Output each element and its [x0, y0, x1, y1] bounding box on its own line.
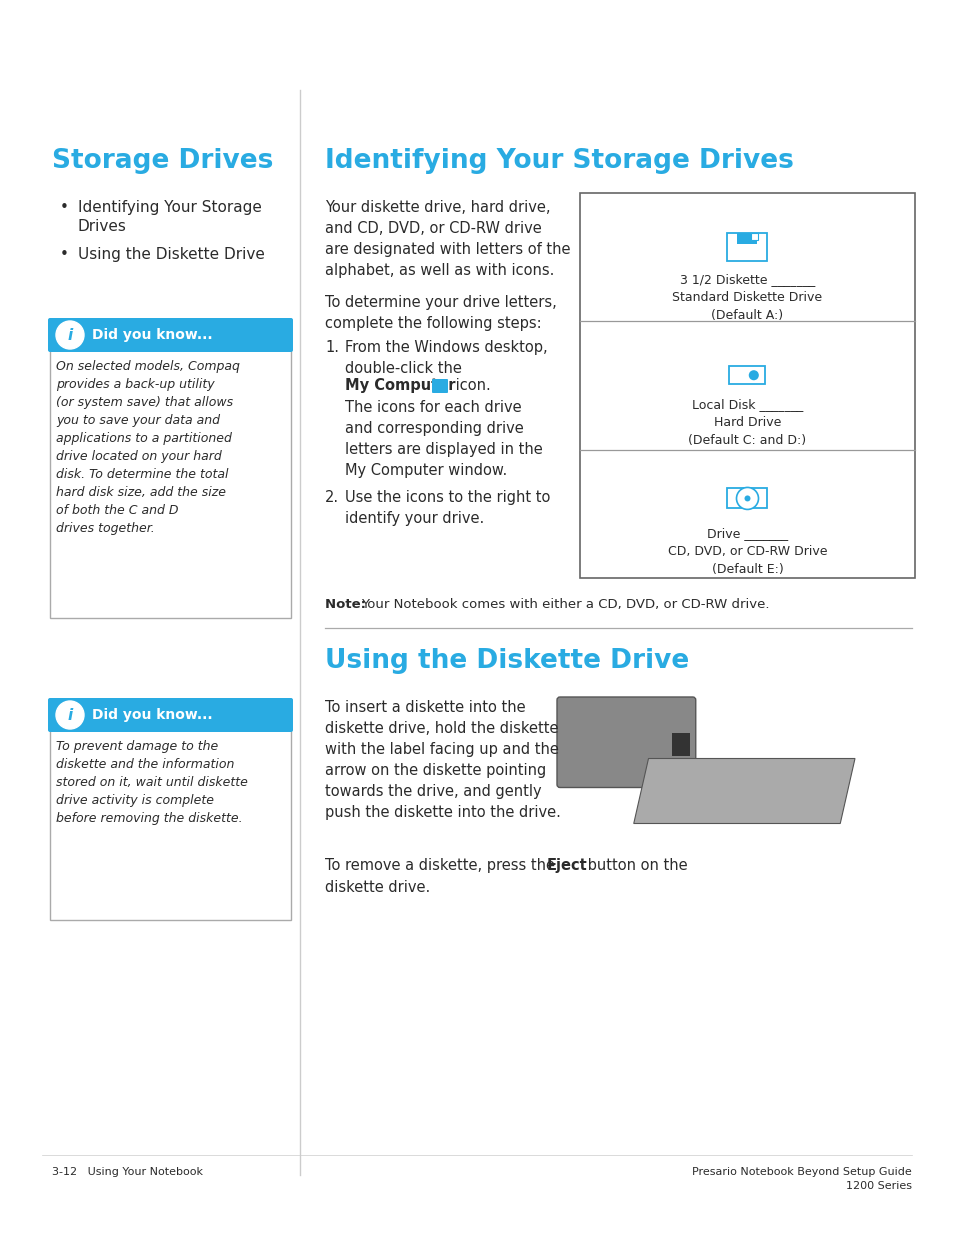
Circle shape — [748, 370, 758, 380]
Text: •: • — [60, 200, 69, 215]
Text: Presario Notebook Beyond Setup Guide: Presario Notebook Beyond Setup Guide — [692, 1167, 911, 1177]
FancyBboxPatch shape — [432, 379, 448, 393]
Text: i: i — [68, 327, 72, 342]
Text: Your diskette drive, hard drive,
and CD, DVD, or CD-RW drive
are designated with: Your diskette drive, hard drive, and CD,… — [325, 200, 570, 278]
Text: 1200 Series: 1200 Series — [845, 1181, 911, 1191]
Text: Standard Diskette Drive: Standard Diskette Drive — [672, 290, 821, 304]
Text: Identifying Your Storage Drives: Identifying Your Storage Drives — [325, 148, 793, 174]
Bar — [579, 193, 914, 578]
Text: 3 1/2 Diskette _______: 3 1/2 Diskette _______ — [679, 273, 814, 285]
Text: Identifying Your Storage: Identifying Your Storage — [78, 200, 262, 215]
Text: Local Disk _______: Local Disk _______ — [691, 399, 802, 411]
Polygon shape — [633, 758, 854, 824]
Circle shape — [743, 495, 750, 501]
Text: Your Notebook comes with either a CD, DVD, or CD-RW drive.: Your Notebook comes with either a CD, DV… — [360, 598, 769, 611]
Bar — [727, 233, 767, 261]
Text: CD, DVD, or CD-RW Drive: CD, DVD, or CD-RW Drive — [667, 545, 826, 558]
Bar — [672, 732, 689, 756]
Circle shape — [736, 488, 758, 509]
Text: On selected models, Compaq
provides a back-up utility
(or system save) that allo: On selected models, Compaq provides a ba… — [56, 359, 239, 535]
Text: Eject: Eject — [546, 858, 587, 873]
Text: To insert a diskette into the
diskette drive, hold the diskette
with the label f: To insert a diskette into the diskette d… — [325, 700, 560, 820]
Bar — [50, 320, 291, 618]
Text: To prevent damage to the
diskette and the information
stored on it, wait until d: To prevent damage to the diskette and th… — [56, 740, 248, 825]
Text: 2.: 2. — [325, 490, 338, 505]
Text: Did you know...: Did you know... — [91, 708, 213, 722]
Text: (Default A:): (Default A:) — [711, 309, 782, 321]
FancyBboxPatch shape — [48, 317, 293, 352]
Text: •: • — [60, 247, 69, 262]
Text: 3-12   Using Your Notebook: 3-12 Using Your Notebook — [52, 1167, 203, 1177]
FancyBboxPatch shape — [557, 697, 695, 788]
Text: To remove a diskette, press the: To remove a diskette, press the — [325, 858, 559, 873]
Text: Hard Drive: Hard Drive — [713, 416, 781, 430]
Text: My Computer: My Computer — [345, 378, 455, 393]
Text: (Default E:): (Default E:) — [711, 563, 782, 576]
Text: The icons for each drive
and corresponding drive
letters are displayed in the
My: The icons for each drive and correspondi… — [345, 400, 542, 478]
Bar — [737, 233, 757, 243]
Text: (Default C: and D:): (Default C: and D:) — [688, 435, 805, 447]
Text: icon.: icon. — [451, 378, 490, 393]
Text: Storage Drives: Storage Drives — [52, 148, 274, 174]
Text: button on the: button on the — [582, 858, 687, 873]
Text: Using the Diskette Drive: Using the Diskette Drive — [78, 247, 265, 262]
Bar — [751, 233, 758, 240]
Text: To determine your drive letters,
complete the following steps:: To determine your drive letters, complet… — [325, 295, 557, 331]
Circle shape — [56, 701, 84, 729]
Bar — [727, 488, 767, 509]
Text: Note:: Note: — [325, 598, 370, 611]
Text: i: i — [68, 708, 72, 722]
Text: From the Windows desktop,
double-click the: From the Windows desktop, double-click t… — [345, 340, 547, 375]
Circle shape — [56, 321, 84, 350]
FancyBboxPatch shape — [48, 698, 293, 732]
Text: Use the icons to the right to
identify your drive.: Use the icons to the right to identify y… — [345, 490, 550, 526]
Bar — [50, 700, 291, 920]
Text: Drive _______: Drive _______ — [706, 526, 787, 540]
Text: 1.: 1. — [325, 340, 338, 354]
Text: Using the Diskette Drive: Using the Diskette Drive — [325, 648, 688, 674]
Text: diskette drive.: diskette drive. — [325, 881, 430, 895]
Text: Drives: Drives — [78, 219, 127, 233]
Bar — [729, 367, 764, 384]
Text: Did you know...: Did you know... — [91, 329, 213, 342]
